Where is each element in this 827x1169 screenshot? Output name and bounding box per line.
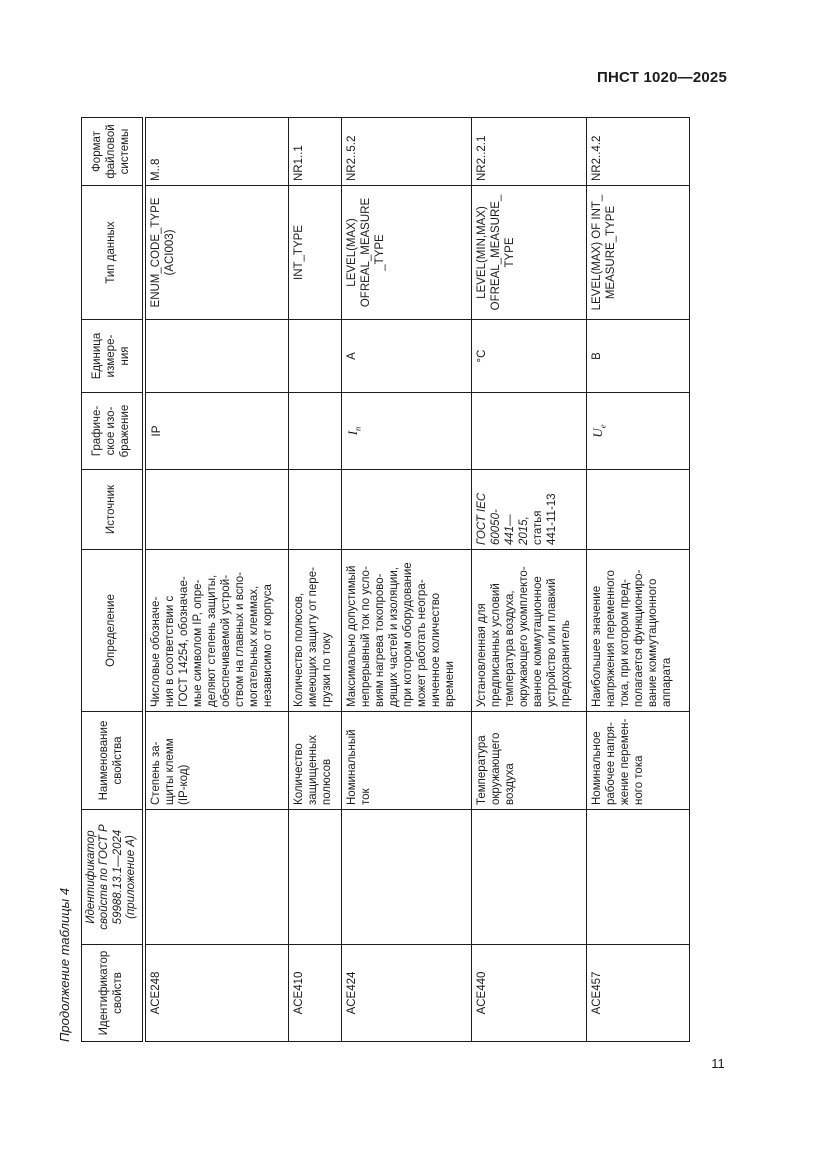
cell-ace248-unit [143,319,289,393]
table-row-ace410: ACE410 Количество защищенных полюсов Кол… [288,117,342,1042]
cell-ace424-format: NR2..5.2 [341,117,472,186]
cell-ace457-source [586,469,690,550]
cell-ace410-gost-id [288,809,342,945]
source-standard-ref: ГОСТ IEC 60050- 441— 2015, [476,492,531,545]
cell-ace410-format: NR1..1 [288,117,342,186]
cell-ace248-definition: Числовые обозначе- ния в соответствии с … [143,549,289,712]
cell-ace248-gost-id [143,809,289,945]
cell-ace248-graphic: IP [143,392,289,470]
cell-ace424-definition: Максимально допустимый непрерывный ток п… [341,549,472,712]
header-row: Идентификатор свойств Идентификатор свой… [81,117,144,1042]
source-article-ref: статья 441-11-13 [532,493,559,545]
cell-ace457-graphic: Ue [586,392,690,470]
col-header-datatype: Тип данных [81,185,144,320]
table-row-ace440: ACE440 Температура окружающего воздуха У… [471,117,587,1042]
col-header-file-format: Формат файловой системы [81,117,144,186]
col-header-property-name: Наименование свойства [81,711,144,810]
table-row-ace457: ACE457 Номинальное рабочее напря- жение … [586,117,690,1042]
cell-ace440-datatype: LEVEL(MIN,MAX) OFREAL_MEASURE_ TYPE [471,185,587,320]
table-row-ace424: ACE424 Номинальный ток Максимально допус… [341,117,472,1042]
cell-ace424-gost-id [341,809,472,945]
cell-ace424-source [341,469,472,550]
cell-ace457-name: Номинальное рабочее напря- жение перемен… [586,711,690,810]
cell-ace424-id: ACE424 [341,944,472,1042]
rotated-table-block: Продолжение таблицы 4 Идентификатор свой… [57,117,690,1042]
cell-ace457-unit: В [586,319,690,393]
cell-ace457-definition: Наибольшее значение напряжения переменно… [586,549,690,712]
cell-ace440-format: NR2..2.1 [471,117,587,186]
cell-ace457-id: ACE457 [586,944,690,1042]
cell-ace457-format: NR2..4.2 [586,117,690,186]
page-header: ПНСТ 1020—2025 [597,69,727,86]
col-header-property-id: Идентификатор свойств [81,944,144,1042]
properties-table: Идентификатор свойств Идентификатор свой… [81,117,690,1042]
table-caption: Продолжение таблицы 4 [57,887,72,1042]
cell-ace410-graphic [288,392,342,470]
rated-voltage-symbol: Ue [590,424,608,438]
page-number: 11 [711,1056,725,1071]
col-header-source: Источник [81,469,144,550]
cell-ace410-source [288,469,342,550]
cell-ace440-gost-id [471,809,587,945]
cell-ace248-source [143,469,289,550]
rated-current-symbol: In [345,426,363,436]
cell-ace410-definition: Количество полюсов, имеющих защиту от пе… [288,549,342,712]
cell-ace424-unit: А [341,319,472,393]
cell-ace457-gost-id [586,809,690,945]
col-header-definition: Определение [81,549,144,712]
cell-ace440-graphic [471,392,587,470]
cell-ace410-unit [288,319,342,393]
cell-ace410-name: Количество защищенных полюсов [288,711,342,810]
cell-ace410-datatype: INT_TYPE [288,185,342,320]
cell-ace248-name: Степень за- щиты клемм (IP-код) [143,711,289,810]
cell-ace457-datatype: LEVEL(MAX) OF INT_ MEASURE_TYPE [586,185,690,320]
col-header-unit: Единица измере- ния [81,319,144,393]
cell-ace248-format: М..8 [143,117,289,186]
cell-ace440-id: ACE440 [471,944,587,1042]
cell-ace424-datatype: LEVEL(MAX) OFREAL_MEASURE _TYPE [341,185,472,320]
cell-ace248-datatype: ENUM_CODE_TYPE (ACI003) [143,185,289,320]
cell-ace440-unit: °С [471,319,587,393]
cell-ace424-graphic: In [341,392,472,470]
cell-ace248-id: ACE248 [143,944,289,1042]
cell-ace410-id: ACE410 [288,944,342,1042]
cell-ace440-source: ГОСТ IEC 60050- 441— 2015, статья 441-11-… [471,469,587,550]
col-header-graphic: Графиче- ское изо- бражение [81,392,144,470]
ip-symbol: IP [148,425,163,437]
cell-ace424-name: Номинальный ток [341,711,472,810]
cell-ace440-name: Температура окружающего воздуха [471,711,587,810]
table-row-ace248: ACE248 Степень за- щиты клемм (IP-код) Ч… [143,117,289,1042]
cell-ace440-definition: Установленная для предписанных условий т… [471,549,587,712]
col-header-gost-id: Идентификатор свойств по ГОСТ Р 59988.13… [81,809,144,945]
